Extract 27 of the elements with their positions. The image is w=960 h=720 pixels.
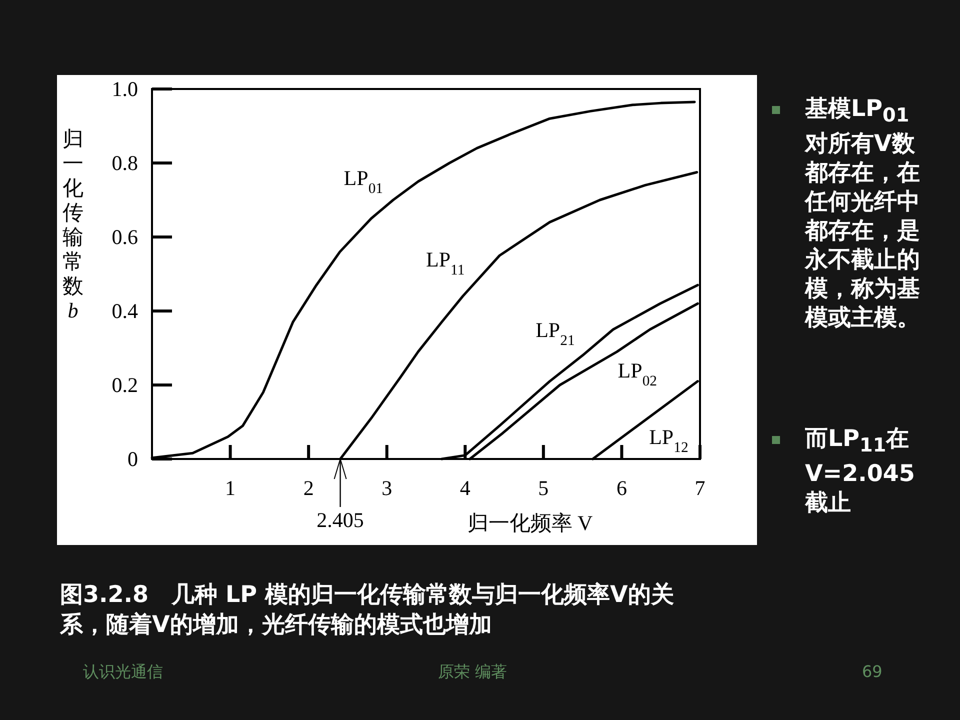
- y-tick-label: 0.2: [112, 373, 138, 397]
- series-label: LP$_{12}$: [649, 425, 688, 456]
- series-label: LP$_{01}$: [344, 166, 384, 198]
- y-tick-label: 0.6: [112, 225, 138, 249]
- y-tick-label: 0: [128, 447, 138, 471]
- x-tick-label: 3: [382, 476, 392, 500]
- text: 而LP$_{11}$在V=2.045截止: [805, 425, 916, 518]
- text: 原荣 编著: [438, 662, 508, 683]
- x-tick-label: 2: [303, 476, 314, 500]
- series-label: LP$_{11}$: [426, 248, 465, 279]
- x-axis-title: 归一化频率 V: [467, 511, 593, 535]
- x-tick-label: 6: [616, 476, 627, 500]
- text: 认识光通信: [83, 662, 163, 683]
- y-axis-title: 归一化传输常数 b: [62, 127, 84, 322]
- annotation: 2.405: [316, 508, 364, 532]
- x-tick-label: 7: [694, 476, 706, 500]
- x-tick-label: 4: [460, 476, 471, 500]
- y-tick-label: 1.0: [112, 77, 138, 101]
- series-label: LP$_{21}$: [536, 318, 575, 349]
- text: 基模LP$_{01}$对所有V数都存在，在任何光纤中都存在，是永不截止的模，称为基模或主模。: [805, 96, 920, 331]
- x-tick-label: 5: [538, 476, 549, 500]
- x-tick-label: 1: [225, 476, 236, 500]
- y-tick-label: 0.4: [112, 299, 138, 323]
- y-tick-label: 0.8: [112, 151, 138, 175]
- series-label: LP$_{02}$: [618, 358, 658, 390]
- text: 69: [862, 662, 882, 681]
- text: 图3.2.8 几种 LP 模的归一化传输常数与归一化频率V的关系，随着V的增加，光纤传输的模式也增加: [60, 581, 675, 640]
